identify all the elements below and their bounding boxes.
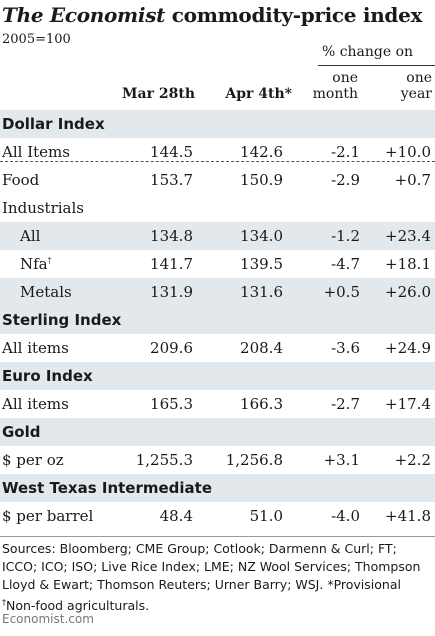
row-label-text: Food	[2, 171, 40, 189]
row-label: $ per barrel	[2, 507, 93, 525]
change-one-year: +2.2	[394, 451, 431, 469]
value-mar28: 141.7	[150, 255, 193, 273]
table-row: $ per barrel 48.4 51.0 -4.0 +41.8	[0, 502, 435, 530]
section-header: West Texas Intermediate	[0, 474, 435, 502]
table-row: All 134.8 134.0 -1.2 +23.4	[0, 222, 435, 250]
col-header-year-line1: one	[406, 70, 432, 86]
page-title: The Economist commodity-price index	[2, 3, 422, 27]
row-label-text: $ per barrel	[2, 507, 94, 525]
table-row: $ per oz 1,255.3 1,256.8 +3.1 +2.2	[0, 446, 435, 474]
change-one-year: +23.4	[385, 227, 431, 245]
col-header-mar: Mar 28th	[122, 86, 195, 102]
change-one-month: -2.9	[331, 171, 360, 189]
value-apr4: 139.5	[240, 255, 283, 273]
row-label: Nfa†	[20, 255, 52, 273]
change-one-month: -3.6	[331, 339, 360, 357]
change-one-month: -1.2	[331, 227, 360, 245]
change-one-year: +18.1	[385, 255, 431, 273]
change-one-year: +24.9	[385, 339, 431, 357]
value-apr4: 208.4	[240, 339, 283, 357]
value-mar28: 165.3	[150, 395, 193, 413]
table-row: All items 165.3 166.3 -2.7 +17.4	[0, 390, 435, 418]
base-year-note: 2005=100	[2, 32, 71, 47]
row-label: $ per oz	[2, 451, 64, 469]
row-label-text: All	[20, 227, 41, 245]
value-apr4: 1,256.8	[225, 451, 283, 469]
table-row: All items 209.6 208.4 -3.6 +24.9	[0, 334, 435, 362]
row-label-text: All items	[2, 339, 69, 357]
section-label: Sterling Index	[2, 311, 122, 329]
col-header-year-line2: year	[400, 86, 432, 102]
change-one-year: +41.8	[385, 507, 431, 525]
row-label-text: All items	[2, 395, 69, 413]
row-label: Food	[2, 171, 39, 189]
change-one-month: -2.7	[331, 395, 360, 413]
sources-note: Sources: Bloomberg; CME Group; Cotlook; …	[2, 540, 433, 615]
change-one-month: -4.7	[331, 255, 360, 273]
value-apr4: 150.9	[240, 171, 283, 189]
row-label: All items	[2, 339, 69, 357]
row-label-footnote-mark: †	[47, 256, 52, 265]
col-header-apr: Apr 4th*	[225, 86, 292, 102]
section-label: West Texas Intermediate	[2, 479, 213, 497]
row-label: All Items	[2, 143, 70, 161]
value-mar28: 209.6	[150, 339, 193, 357]
pct-change-header: % change on	[321, 44, 414, 60]
col-header-year: one year	[362, 70, 432, 102]
table-row: All Items 144.5 142.6 -2.1 +10.0	[0, 138, 435, 166]
value-apr4: 131.6	[240, 283, 283, 301]
site-credit: Economist.com	[2, 612, 94, 626]
value-mar28: 131.9	[150, 283, 193, 301]
section-label: Dollar Index	[2, 115, 105, 133]
change-one-year: +10.0	[385, 143, 431, 161]
value-mar28: 48.4	[159, 507, 193, 525]
row-label: Metals	[20, 283, 72, 301]
pct-change-rule	[318, 65, 435, 66]
row-label: All	[20, 227, 40, 245]
col-header-month-line2: month	[312, 86, 358, 102]
change-one-month: +3.1	[323, 451, 360, 469]
table-row: Food 153.7 150.9 -2.9 +0.7	[0, 166, 435, 194]
section-label: Gold	[2, 423, 41, 441]
change-one-year: +26.0	[385, 283, 431, 301]
change-one-year: +17.4	[385, 395, 431, 413]
value-mar28: 134.8	[150, 227, 193, 245]
title-brand: The Economist	[2, 3, 166, 27]
subsection-header: Industrials	[0, 194, 435, 222]
footnote-mark: †	[2, 598, 6, 607]
table-row: Nfa† 141.7 139.5 -4.7 +18.1	[0, 250, 435, 278]
row-leader-dashes	[0, 161, 435, 162]
value-apr4: 51.0	[249, 507, 283, 525]
value-mar28: 1,255.3	[135, 451, 193, 469]
section-header: Dollar Index	[0, 110, 435, 138]
sources-text: Sources: Bloomberg; CME Group; Cotlook; …	[2, 541, 421, 592]
title-rest: commodity-price index	[165, 3, 423, 27]
row-label-text: Nfa	[20, 255, 48, 273]
col-header-month: one month	[300, 70, 358, 102]
change-one-month: -2.1	[331, 143, 360, 161]
footnote-text: Non-food agriculturals.	[6, 598, 150, 614]
value-apr4: 166.3	[240, 395, 283, 413]
change-one-month: +0.5	[323, 283, 360, 301]
change-one-month: -4.0	[331, 507, 360, 525]
value-apr4: 142.6	[240, 143, 283, 161]
section-header: Euro Index	[0, 362, 435, 390]
row-label-text: All Items	[2, 143, 70, 161]
value-mar28: 153.7	[150, 171, 193, 189]
value-apr4: 134.0	[240, 227, 283, 245]
change-one-year: +0.7	[394, 171, 431, 189]
row-label-text: $ per oz	[2, 451, 64, 469]
section-label: Euro Index	[2, 367, 93, 385]
subsection-label: Industrials	[2, 199, 84, 217]
row-label: All items	[2, 395, 69, 413]
table-body: Dollar Index All Items 144.5 142.6 -2.1 +10.0…	[0, 110, 435, 530]
footer-divider	[0, 536, 435, 537]
section-header: Sterling Index	[0, 306, 435, 334]
table-row: Metals 131.9 131.6 +0.5 +26.0	[0, 278, 435, 306]
row-label-text: Metals	[20, 283, 72, 301]
section-header: Gold	[0, 418, 435, 446]
col-header-month-line1: one	[332, 70, 358, 86]
value-mar28: 144.5	[150, 143, 193, 161]
